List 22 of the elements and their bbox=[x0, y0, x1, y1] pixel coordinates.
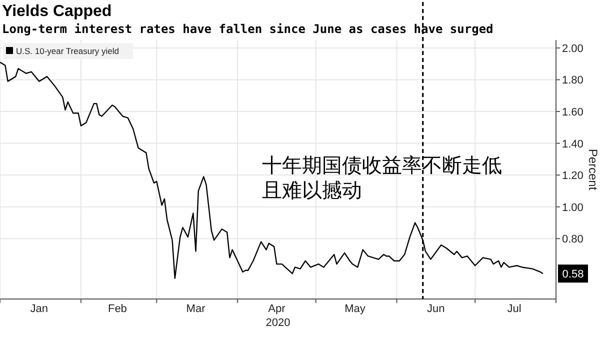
y-tick-label: 2.00 bbox=[562, 42, 584, 55]
x-tick-label: May bbox=[344, 303, 366, 315]
x-axis-title: 2020 bbox=[266, 317, 290, 329]
chart-title: Yields Capped bbox=[2, 3, 112, 20]
y-tick-label: 1.00 bbox=[562, 202, 584, 214]
y-tick-label: 1.20 bbox=[562, 170, 584, 182]
y-tick-label: 0.80 bbox=[562, 234, 584, 246]
annotation: 且难以撼动 bbox=[262, 180, 362, 202]
x-tick-label: Mar bbox=[186, 303, 206, 315]
x-tick-label: Apr bbox=[268, 303, 286, 315]
legend-label: U.S. 10-year Treasury yield bbox=[16, 46, 120, 56]
chart-subtitle: Long-term interest rates have fallen since June as cases have surged bbox=[2, 22, 494, 36]
annotation: 0.58 bbox=[562, 268, 584, 281]
x-tick-label: Jan bbox=[30, 303, 48, 315]
y-tick-label: 1.40 bbox=[562, 138, 584, 150]
x-tick-label: Jul bbox=[507, 303, 522, 315]
x-tick-label: Jun bbox=[427, 303, 445, 315]
annotation: 十年期国债收益率不断走低 bbox=[262, 155, 502, 177]
y-axis-title: Percent bbox=[586, 148, 600, 191]
y-tick-label: 1.80 bbox=[562, 74, 584, 87]
y-tick-label: 1.60 bbox=[562, 106, 584, 119]
x-tick-label: Feb bbox=[108, 303, 127, 315]
